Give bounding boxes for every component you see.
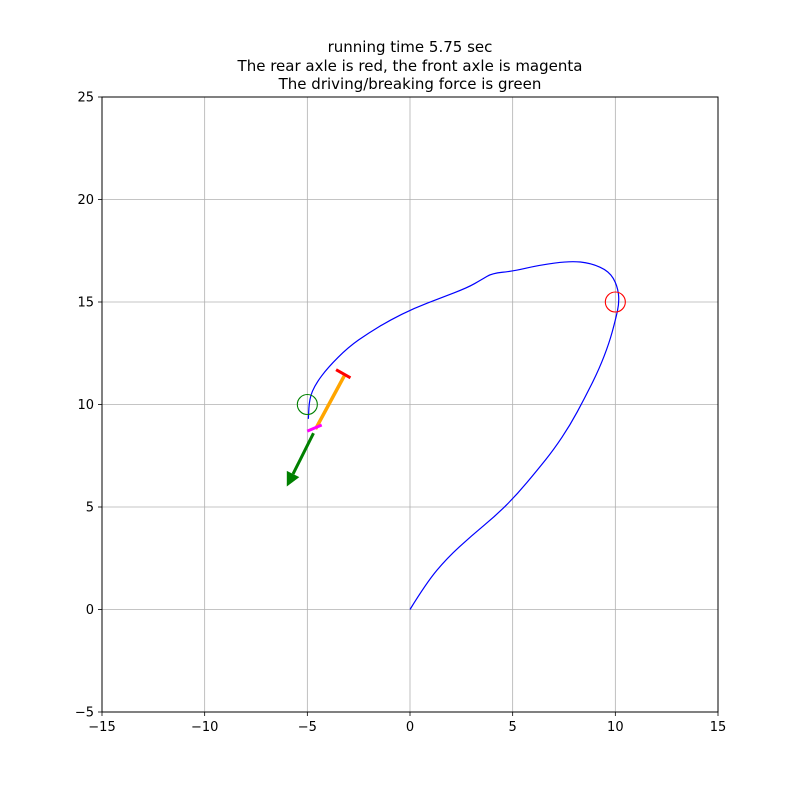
y-tick-label: −5	[75, 706, 94, 721]
x-tick-label: −15	[88, 720, 115, 735]
y-tick-label: 25	[77, 91, 94, 106]
y-tick-label: 10	[77, 398, 94, 413]
x-tick-label: 15	[710, 720, 727, 735]
start-circle	[296, 393, 318, 416]
car-body	[314, 374, 346, 430]
grid-lines	[101, 96, 719, 713]
title-line-2: The rear axle is red, the front axle is …	[237, 56, 583, 75]
rear-axle	[335, 368, 352, 380]
y-tick-label: 0	[86, 603, 94, 618]
axis-ticks: −15 −10 −5 0 5 10 15 −5 0 5 10 15 20 25	[75, 91, 726, 736]
title-line-3: The driving/breaking force is green	[278, 75, 542, 93]
x-tick-label: 0	[406, 720, 414, 735]
front-axle	[306, 423, 323, 433]
x-tick-label: 5	[509, 720, 517, 735]
x-tick-label: −10	[191, 720, 218, 735]
y-tick-label: 15	[77, 296, 94, 311]
data-series	[286, 261, 626, 610]
force-arrow-head	[286, 470, 300, 487]
y-tick-label: 5	[86, 501, 94, 516]
y-tick-label: 20	[77, 193, 94, 208]
axes-frame	[101, 96, 719, 713]
x-tick-label: 10	[607, 720, 624, 735]
title-line-1: running time 5.75 sec	[327, 38, 493, 56]
target-circle	[604, 291, 626, 313]
x-tick-label: −5	[298, 720, 317, 735]
force-arrow-shaft	[291, 432, 315, 475]
trajectory-line	[307, 261, 620, 610]
chart-title: running time 5.75 sec The rear axle is r…	[0, 38, 800, 94]
